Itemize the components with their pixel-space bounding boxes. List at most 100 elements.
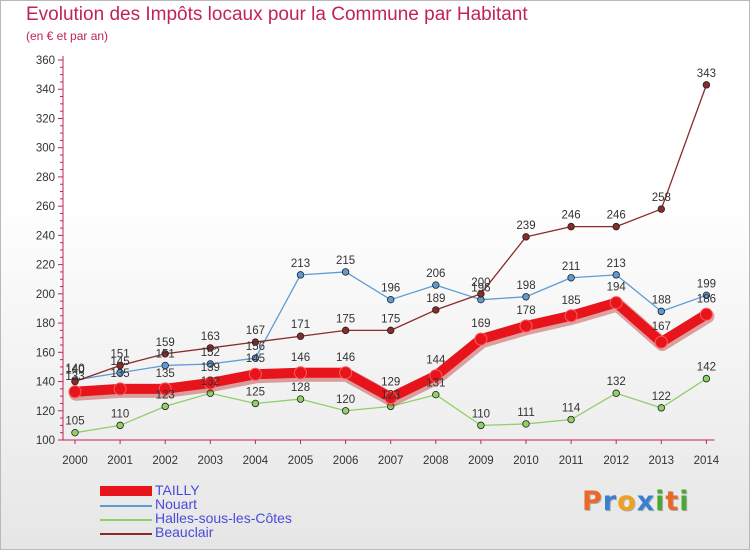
data-label-beauclair: 175 bbox=[381, 313, 400, 325]
data-label-tailly: 135 bbox=[111, 368, 130, 380]
data-label-beauclair: 159 bbox=[156, 337, 175, 349]
data-label-tailly: 194 bbox=[607, 282, 627, 294]
x-tick-label: 2007 bbox=[378, 455, 404, 467]
data-point-tailly bbox=[474, 332, 488, 346]
data-point-beauclair bbox=[522, 233, 530, 241]
data-label-halles-sous-les-c-tes: 120 bbox=[336, 394, 355, 406]
data-point-nouart bbox=[612, 271, 620, 279]
x-tick-label: 2009 bbox=[468, 455, 494, 467]
data-point-beauclair bbox=[116, 361, 124, 370]
data-point-nouart bbox=[341, 268, 350, 276]
x-tick-label: 2006 bbox=[333, 455, 359, 467]
data-point-halles-sous-les-c-tes bbox=[206, 389, 214, 397]
data-label-tailly: 167 bbox=[652, 321, 671, 333]
data-label-nouart: 213 bbox=[607, 258, 626, 270]
data-point-halles-sous-les-c-tes bbox=[432, 390, 440, 399]
y-tick-label: 360 bbox=[36, 55, 55, 67]
data-point-halles-sous-les-c-tes bbox=[657, 404, 665, 412]
data-label-halles-sous-les-c-tes: 131 bbox=[426, 378, 445, 390]
data-point-halles-sous-les-c-tes bbox=[71, 428, 79, 437]
data-point-tailly bbox=[519, 319, 533, 333]
logo-text: Proxiti bbox=[582, 486, 690, 517]
data-label-tailly: 144 bbox=[426, 355, 446, 367]
data-label-beauclair: 189 bbox=[426, 293, 445, 305]
legend-swatch bbox=[100, 533, 152, 535]
data-point-beauclair bbox=[612, 222, 620, 231]
data-label-nouart: 188 bbox=[652, 294, 671, 306]
y-tick-label: 140 bbox=[36, 377, 55, 389]
data-label-halles-sous-les-c-tes: 123 bbox=[381, 389, 400, 401]
data-label-beauclair: 343 bbox=[697, 68, 716, 80]
data-point-beauclair bbox=[296, 332, 305, 340]
data-label-halles-sous-les-c-tes: 105 bbox=[65, 416, 84, 428]
data-label-beauclair: 167 bbox=[246, 325, 265, 337]
y-tick-label: 320 bbox=[36, 113, 55, 125]
data-point-beauclair bbox=[477, 290, 485, 298]
data-point-halles-sous-les-c-tes bbox=[702, 374, 711, 383]
y-tick-label: 280 bbox=[36, 172, 55, 184]
x-tick-label: 2010 bbox=[513, 455, 539, 467]
proxiti-logo: Proxiti bbox=[582, 486, 690, 517]
legend-label: TAILLY bbox=[155, 482, 200, 498]
legend-swatch bbox=[100, 505, 152, 507]
data-label-beauclair: 258 bbox=[652, 192, 671, 204]
y-tick-label: 180 bbox=[36, 318, 55, 330]
data-label-beauclair: 239 bbox=[516, 220, 535, 232]
data-point-beauclair bbox=[657, 205, 665, 213]
x-tick-label: 2004 bbox=[243, 455, 269, 467]
y-tick-label: 160 bbox=[36, 347, 55, 359]
legend-swatch bbox=[100, 486, 152, 496]
data-point-tailly bbox=[294, 366, 307, 380]
data-point-nouart bbox=[387, 295, 395, 304]
legend-label: Beauclair bbox=[155, 524, 214, 540]
data-label-beauclair: 171 bbox=[291, 319, 310, 331]
data-point-tailly bbox=[699, 307, 713, 321]
data-label-halles-sous-les-c-tes: 125 bbox=[246, 386, 265, 398]
data-point-beauclair bbox=[702, 81, 711, 89]
data-point-tailly bbox=[248, 367, 262, 381]
x-tick-label: 2008 bbox=[423, 455, 449, 467]
data-point-nouart bbox=[206, 360, 214, 368]
y-tick-label: 200 bbox=[36, 289, 55, 301]
data-label-beauclair: 200 bbox=[471, 277, 490, 289]
data-label-tailly: 146 bbox=[336, 352, 355, 364]
data-label-tailly: 129 bbox=[381, 377, 400, 389]
data-label-nouart: 145 bbox=[111, 356, 130, 368]
data-point-halles-sous-les-c-tes bbox=[116, 421, 124, 430]
y-tick-label: 300 bbox=[36, 143, 55, 155]
data-label-nouart: 199 bbox=[697, 278, 716, 290]
data-point-beauclair bbox=[567, 222, 575, 231]
data-point-beauclair bbox=[206, 344, 214, 352]
y-tick-label: 120 bbox=[36, 406, 55, 418]
data-label-halles-sous-les-c-tes: 132 bbox=[607, 376, 626, 388]
data-point-tailly bbox=[339, 366, 353, 380]
data-label-halles-sous-les-c-tes: 110 bbox=[472, 408, 490, 420]
data-point-tailly bbox=[203, 376, 217, 390]
data-point-nouart bbox=[432, 281, 440, 289]
data-point-tailly bbox=[68, 385, 82, 399]
data-label-tailly: 145 bbox=[246, 353, 265, 365]
data-label-halles-sous-les-c-tes: 128 bbox=[291, 382, 310, 394]
data-point-beauclair bbox=[432, 306, 440, 314]
data-label-tailly: 135 bbox=[156, 368, 175, 380]
legend-label: Halles-sous-les-Côtes bbox=[155, 510, 292, 526]
data-point-tailly bbox=[429, 369, 443, 383]
data-label-halles-sous-les-c-tes: 122 bbox=[652, 391, 671, 403]
data-point-nouart bbox=[567, 274, 575, 282]
data-label-nouart: 211 bbox=[562, 261, 580, 273]
data-point-tailly bbox=[654, 335, 668, 349]
data-point-tailly bbox=[384, 391, 398, 405]
data-label-beauclair: 151 bbox=[111, 348, 130, 360]
data-label-halles-sous-les-c-tes: 123 bbox=[156, 389, 175, 401]
legend-label: Nouart bbox=[155, 496, 198, 512]
legend-swatch bbox=[100, 519, 152, 521]
y-tick-label: 260 bbox=[36, 201, 55, 213]
y-tick-label: 340 bbox=[36, 84, 55, 96]
data-point-beauclair bbox=[251, 338, 260, 346]
data-label-halles-sous-les-c-tes: 111 bbox=[517, 407, 534, 419]
data-label-tailly: 139 bbox=[201, 362, 220, 374]
data-point-nouart bbox=[657, 307, 665, 316]
x-tick-label: 2011 bbox=[559, 455, 584, 467]
x-tick-label: 2001 bbox=[107, 455, 133, 467]
x-tick-label: 2012 bbox=[603, 455, 629, 467]
